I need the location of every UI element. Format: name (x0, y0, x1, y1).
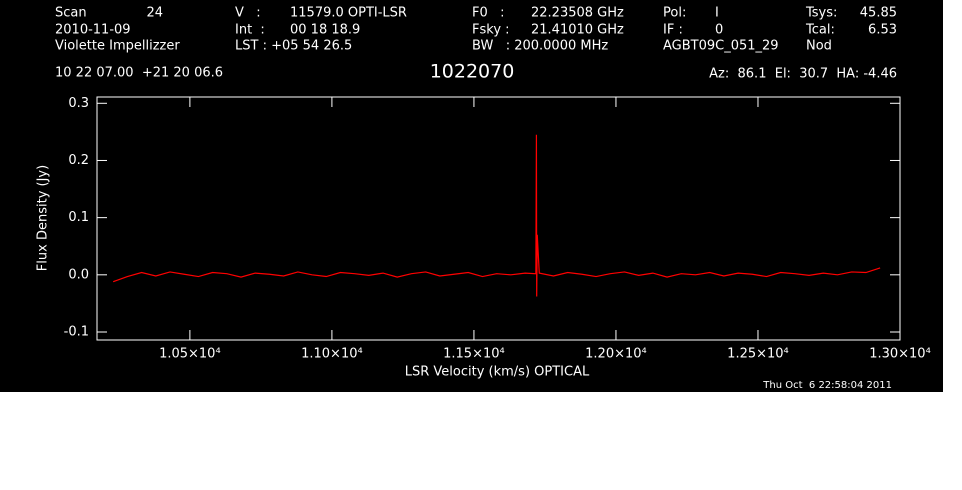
header-date: 2010-11-09 (55, 23, 131, 38)
x-tick-label: 1.25×10⁴ (727, 347, 789, 362)
x-axis-label: LSR Velocity (km/s) OPTICAL (405, 365, 590, 380)
y-tick-label: 0.3 (68, 96, 89, 111)
header-pol: I (715, 6, 719, 21)
header-tsys: 45.85 (860, 6, 897, 21)
header-project: AGBT09C_051_29 (663, 39, 779, 54)
x-tick-label: 1.30×10⁴ (869, 347, 931, 362)
header-int: 00 18 18.9 (290, 23, 360, 38)
plot-background (0, 0, 943, 392)
spectrum-line (112, 134, 881, 297)
plot-frame (96, 96, 901, 341)
header-pol-label: Pol: (663, 6, 686, 21)
header-fsky: 21.41010 GHz (531, 23, 624, 38)
x-tick-label: 1.10×10⁴ (301, 347, 363, 362)
header-fsky-label: Fsky : (472, 23, 510, 38)
header-v-label: V : (235, 6, 261, 21)
header-if-label: IF : (663, 23, 683, 38)
x-tick-label: 1.20×10⁴ (585, 347, 647, 362)
header-tcal-label: Tcal: (805, 23, 835, 38)
header-mode: Nod (806, 39, 832, 54)
header-tsys-label: Tsys: (805, 6, 837, 21)
header-coords: 10 22 07.00 +21 20 06.6 (55, 66, 223, 81)
header-if: 0 (715, 23, 723, 38)
x-tick-label: 1.05×10⁴ (159, 347, 221, 362)
header-bw: BW : 200.0000 MHz (472, 39, 608, 54)
y-tick-label: 0.2 (68, 153, 89, 168)
header-scan: 24 (146, 6, 163, 21)
header-f0-label: F0 : (472, 6, 505, 21)
y-tick-label: -0.1 (64, 324, 89, 339)
y-tick-label: 0.0 (68, 267, 89, 282)
header-v: 11579.0 OPTI-LSR (290, 6, 407, 21)
timestamp: Thu Oct 6 22:58:04 2011 (762, 380, 892, 391)
header-int-label: Int : (235, 23, 265, 38)
header-f0: 22.23508 GHz (531, 6, 624, 21)
header-source: 1022070 (430, 61, 515, 83)
x-tick-label: 1.15×10⁴ (443, 347, 505, 362)
y-axis-label: Flux Density (Jy) (36, 165, 51, 271)
header-scan-label: Scan (55, 6, 87, 21)
y-tick-label: 0.1 (68, 210, 89, 225)
header-lst: LST : +05 54 26.5 (235, 39, 352, 54)
header-pointing: Az: 86.1 El: 30.7 HA: -4.46 (709, 67, 897, 82)
header-observer: Violette Impellizzer (55, 39, 180, 54)
header-tcal: 6.53 (868, 23, 897, 38)
